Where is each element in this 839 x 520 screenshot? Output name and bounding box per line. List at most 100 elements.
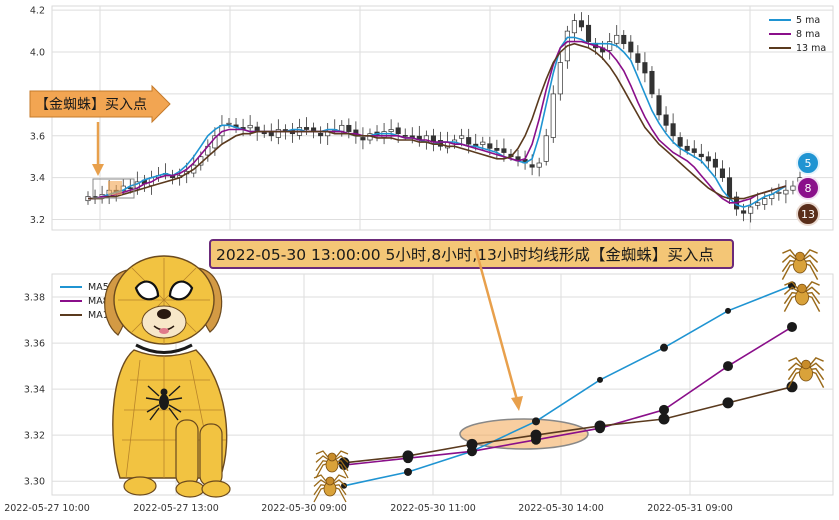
candle-body	[346, 124, 352, 132]
candle-body	[127, 187, 133, 190]
bottom-y-tick-label: 3.34	[24, 385, 45, 396]
candle-body	[755, 202, 761, 206]
ma13-line	[88, 42, 787, 200]
gold-spider-decorations	[313, 249, 825, 503]
ma-markers: 5 8 13	[796, 151, 820, 226]
candle-body	[529, 164, 535, 168]
candle-body	[578, 20, 585, 28]
bottom-x-tick-label: 2022-05-27 10:00	[4, 503, 90, 514]
bottom-x-tick-label: 2022-05-31 09:00	[647, 503, 733, 514]
ma8-marker-label: 8	[805, 182, 812, 195]
bottom-ma-lines	[338, 281, 798, 489]
spider-head	[325, 476, 335, 486]
candle-body	[649, 70, 655, 95]
candle-body	[656, 95, 662, 116]
dog-head-web-lines	[118, 258, 210, 344]
annotation-pointer	[474, 249, 519, 401]
candle-body	[466, 137, 472, 145]
bottom-y-tick-label: 3.30	[24, 477, 45, 488]
candle-body	[268, 131, 274, 137]
candle-body	[388, 129, 394, 132]
bottom-y-tick-label: 3.38	[24, 293, 45, 304]
buy-point-highlight-fill	[108, 181, 122, 195]
candle-body	[691, 148, 697, 153]
bottom-x-tick-label: 2022-05-30 11:00	[390, 503, 476, 514]
ma8-point	[787, 321, 797, 332]
buy-point-highlight-box	[92, 178, 135, 199]
candle-body	[402, 135, 408, 137]
candle-body	[607, 41, 613, 51]
ma5-marker-label: 5	[805, 157, 812, 170]
top-y-tick-label: 3.4	[30, 173, 45, 184]
gold-spider-icon	[783, 281, 821, 312]
top-plot-frame	[51, 5, 834, 231]
candle-body	[571, 20, 577, 34]
spider-head	[795, 251, 805, 262]
top-y-tick-label: 4.2	[30, 6, 45, 17]
top-y-tick-label: 3.2	[30, 215, 45, 226]
top-panel: 4.24.03.83.63.43.2 5 ma 8 ma 13 ma 5 8 1…	[29, 5, 834, 231]
candle-body	[705, 156, 711, 162]
annotation-pointer-head	[511, 396, 523, 411]
candle-body	[360, 137, 366, 141]
annotation-banner: 2022-05-30 13:00:00 5小时,8小时,13小时均线形成【金蜘蛛…	[209, 239, 734, 269]
candle-body	[487, 143, 493, 149]
dog-back-paw	[123, 476, 157, 496]
gold-spider-icon	[781, 249, 819, 280]
bottom-y-tick-label: 3.36	[24, 339, 45, 350]
ma5-point	[660, 343, 668, 352]
candle-body	[226, 122, 232, 125]
buy-point-label: 【金蜘蛛】买入点	[35, 97, 147, 113]
ma13-marker-label: 13	[801, 208, 815, 221]
ma13-point	[722, 397, 734, 409]
spider-emblem-icon	[145, 385, 183, 421]
buy-point-arrow-shape	[29, 84, 171, 124]
dog-left-eye	[134, 280, 160, 301]
candle-body	[494, 148, 500, 151]
dog-body-web-lines	[122, 356, 226, 479]
candle-body	[790, 185, 796, 191]
candle-body	[536, 162, 542, 168]
ma5-point	[404, 467, 412, 476]
ma5-line	[343, 284, 793, 487]
candle-body	[719, 168, 726, 179]
ma13-point	[786, 381, 798, 393]
dog-left-leg	[175, 419, 199, 487]
candle-body	[275, 129, 281, 138]
candle-body	[783, 189, 789, 195]
ma8-line	[343, 326, 793, 466]
candle-body	[501, 148, 507, 153]
dog-collar	[135, 343, 193, 354]
bottom-x-tick-label: 2022-05-30 14:00	[518, 503, 604, 514]
candle-body	[621, 34, 627, 45]
ma8-line	[88, 40, 787, 204]
legend-label-ma13: MA13	[88, 310, 115, 321]
candle-body	[628, 41, 634, 53]
candle-body	[550, 93, 556, 138]
ma13-point	[658, 413, 670, 425]
candle-body	[741, 210, 747, 214]
bottom-y-tick-label: 3.32	[24, 431, 45, 442]
candle-body	[677, 137, 683, 147]
candle-body	[726, 177, 733, 199]
dog-left-paw	[175, 480, 205, 498]
bottom-y-ticks: 3.38 3.36 3.34 3.32 3.30	[24, 293, 45, 488]
candle-body	[557, 62, 563, 95]
gold-spider-icon	[313, 474, 347, 503]
spider-dog-mascot-illustration	[104, 255, 231, 498]
bottom-x-tick-label: 2022-05-27 13:00	[133, 503, 219, 514]
ma13-marker	[796, 202, 820, 226]
candle-body	[247, 124, 253, 129]
candle-body	[585, 24, 592, 42]
candle-body	[642, 62, 648, 74]
buy-point-callout: 【金蜘蛛】买入点	[29, 84, 171, 199]
legend-label-13ma: 13 ma	[796, 43, 826, 54]
dog-right-leg	[199, 423, 223, 487]
annotation-text: 2022-05-30 13:00:00 5小时,8小时,13小时均线形成【金蜘蛛…	[216, 246, 714, 264]
candle-body	[698, 153, 704, 158]
spider-head	[327, 452, 337, 462]
dog-muzzle	[141, 305, 187, 339]
dog-right-paw	[201, 480, 231, 498]
ma13-point	[402, 450, 414, 462]
spider-head	[801, 359, 811, 370]
